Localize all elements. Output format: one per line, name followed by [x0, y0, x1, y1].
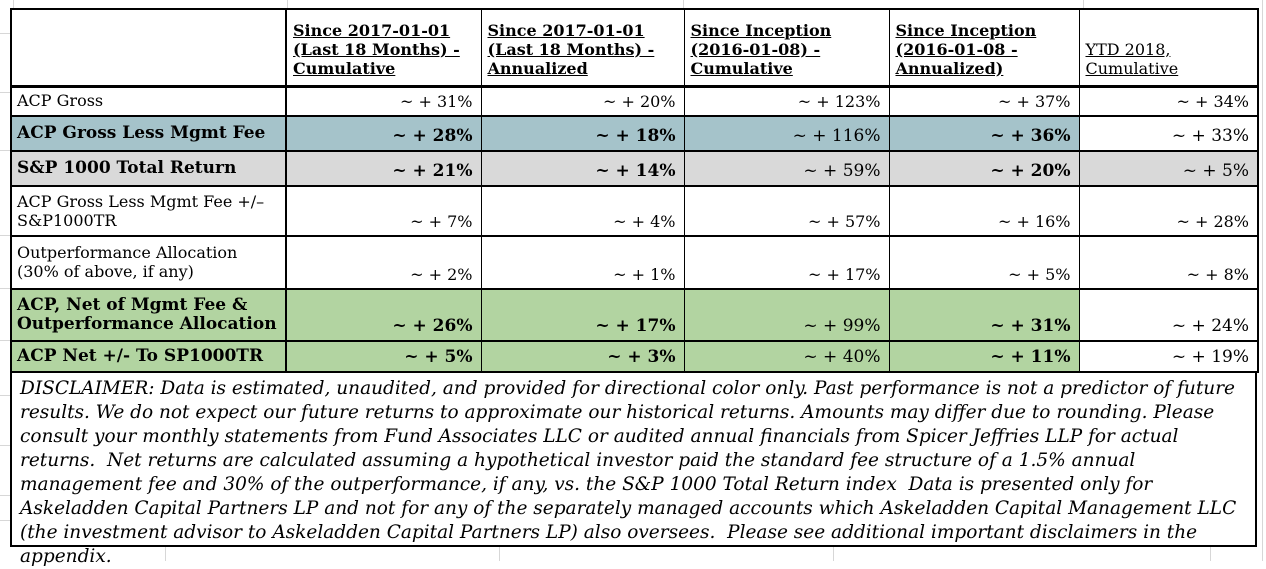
value-cell[interactable]: ~ + 2%: [285, 235, 482, 290]
header-row: Since 2017-01-01 (Last 18 Months) - Cumu…: [10, 8, 1259, 88]
value-cell[interactable]: ~ + 11%: [888, 340, 1080, 373]
spreadsheet-region: Since 2017-01-01 (Last 18 Months) - Cumu…: [10, 8, 1259, 567]
performance-table: Since 2017-01-01 (Last 18 Months) - Cumu…: [10, 8, 1259, 373]
value-cell[interactable]: ~ + 116%: [683, 115, 890, 152]
column-header-ytd-2018[interactable]: YTD 2018, Cumulative: [1078, 8, 1259, 88]
sheet-gridline: [0, 92, 10, 93]
sheet-gridline: [1262, 0, 1263, 561]
sheet-gridline: [0, 520, 10, 521]
value-cell[interactable]: ~ + 8%: [1078, 235, 1259, 290]
value-cell[interactable]: ~ + 99%: [683, 288, 890, 342]
column-header-since-2017-cumulative[interactable]: Since 2017-01-01 (Last 18 Months) - Cumu…: [285, 8, 482, 88]
column-header-inception-cumulative[interactable]: Since Inception (2016-01-08) - Cumulativ…: [683, 8, 890, 88]
value-cell[interactable]: ~ + 26%: [285, 288, 482, 342]
row-label[interactable]: ACP Net +/- To SP1000TR: [10, 340, 287, 373]
value-cell[interactable]: ~ + 33%: [1078, 115, 1259, 152]
value-cell[interactable]: ~ + 31%: [285, 85, 482, 117]
table-row-acp-net-vs-sp1000: ACP Net +/- To SP1000TR ~ + 5% ~ + 3% ~ …: [10, 340, 1259, 373]
value-cell[interactable]: ~ + 37%: [888, 85, 1080, 117]
sheet-gridline: [0, 395, 10, 396]
value-cell[interactable]: ~ + 5%: [285, 340, 482, 373]
value-cell[interactable]: ~ + 19%: [1078, 340, 1259, 373]
row-label[interactable]: Outperformance Allocation (30% of above,…: [10, 235, 287, 290]
column-header-since-2017-annualized[interactable]: Since 2017-01-01 (Last 18 Months) - Annu…: [480, 8, 685, 88]
value-cell[interactable]: ~ + 3%: [480, 340, 685, 373]
sheet-gridline: [1210, 547, 1211, 561]
row-label[interactable]: S&P 1000 Total Return: [10, 150, 287, 187]
sheet-gridline: [165, 547, 166, 561]
value-cell[interactable]: ~ + 14%: [480, 150, 685, 187]
sheet-gridline: [0, 340, 10, 341]
value-cell[interactable]: ~ + 17%: [683, 235, 890, 290]
sheet-gridline: [13, 0, 14, 8]
value-cell[interactable]: ~ + 18%: [480, 115, 685, 152]
value-cell[interactable]: ~ + 59%: [683, 150, 890, 187]
table-row-acp-gross-less-mgmt-fee: ACP Gross Less Mgmt Fee ~ + 28% ~ + 18% …: [10, 115, 1259, 152]
sheet-gridline: [499, 547, 500, 561]
table-row-acp-net-of-fees: ACP, Net of Mgmt Fee & Outperformance Al…: [10, 288, 1259, 342]
value-cell[interactable]: ~ + 17%: [480, 288, 685, 342]
sheet-gridline: [0, 33, 10, 34]
sheet-gridline: [833, 547, 834, 561]
value-cell[interactable]: ~ + 28%: [285, 115, 482, 152]
row-label[interactable]: ACP Gross Less Mgmt Fee: [10, 115, 287, 152]
value-cell[interactable]: ~ + 4%: [480, 185, 685, 237]
value-cell[interactable]: ~ + 34%: [1078, 85, 1259, 117]
value-cell[interactable]: ~ + 7%: [285, 185, 482, 237]
value-cell[interactable]: ~ + 36%: [888, 115, 1080, 152]
row-label[interactable]: ACP Gross Less Mgmt Fee +/– S&P1000TR: [10, 185, 287, 237]
sheet-gridline: [1083, 0, 1084, 8]
table-row-outperformance-allocation: Outperformance Allocation (30% of above,…: [10, 235, 1259, 290]
sheet-gridline: [0, 445, 10, 446]
value-cell[interactable]: ~ + 1%: [480, 235, 685, 290]
table-row-acp-gross: ACP Gross ~ + 31% ~ + 20% ~ + 123% ~ + 3…: [10, 85, 1259, 117]
sheet-gridline: [0, 495, 10, 496]
table-row-gross-less-fee-vs-sp1000: ACP Gross Less Mgmt Fee +/– S&P1000TR ~ …: [10, 185, 1259, 237]
disclaimer-text: DISCLAIMER: Data is estimated, unaudited…: [10, 373, 1257, 567]
sheet-gridline: [0, 235, 10, 236]
value-cell[interactable]: ~ + 5%: [888, 235, 1080, 290]
value-cell[interactable]: ~ + 123%: [683, 85, 890, 117]
row-label[interactable]: ACP Gross: [10, 85, 287, 117]
corner-header-cell[interactable]: [10, 8, 287, 88]
value-cell[interactable]: ~ + 28%: [1078, 185, 1259, 237]
row-label[interactable]: ACP, Net of Mgmt Fee & Outperformance Al…: [10, 288, 287, 342]
value-cell[interactable]: ~ + 31%: [888, 288, 1080, 342]
value-cell[interactable]: ~ + 40%: [683, 340, 890, 373]
value-cell[interactable]: ~ + 57%: [683, 185, 890, 237]
sheet-gridline: [287, 0, 288, 8]
value-cell[interactable]: ~ + 24%: [1078, 288, 1259, 342]
sheet-gridline: [0, 288, 10, 289]
value-cell[interactable]: ~ + 20%: [888, 150, 1080, 187]
sheet-gridline: [0, 150, 10, 151]
value-cell[interactable]: ~ + 21%: [285, 150, 482, 187]
column-header-inception-annualized[interactable]: Since Inception (2016-01-08 - Annualized…: [888, 8, 1080, 88]
value-cell[interactable]: ~ + 20%: [480, 85, 685, 117]
value-cell[interactable]: ~ + 16%: [888, 185, 1080, 237]
table-row-sp1000-total-return: S&P 1000 Total Return ~ + 21% ~ + 14% ~ …: [10, 150, 1259, 187]
sheet-gridline: [683, 0, 684, 8]
value-cell[interactable]: ~ + 5%: [1078, 150, 1259, 187]
